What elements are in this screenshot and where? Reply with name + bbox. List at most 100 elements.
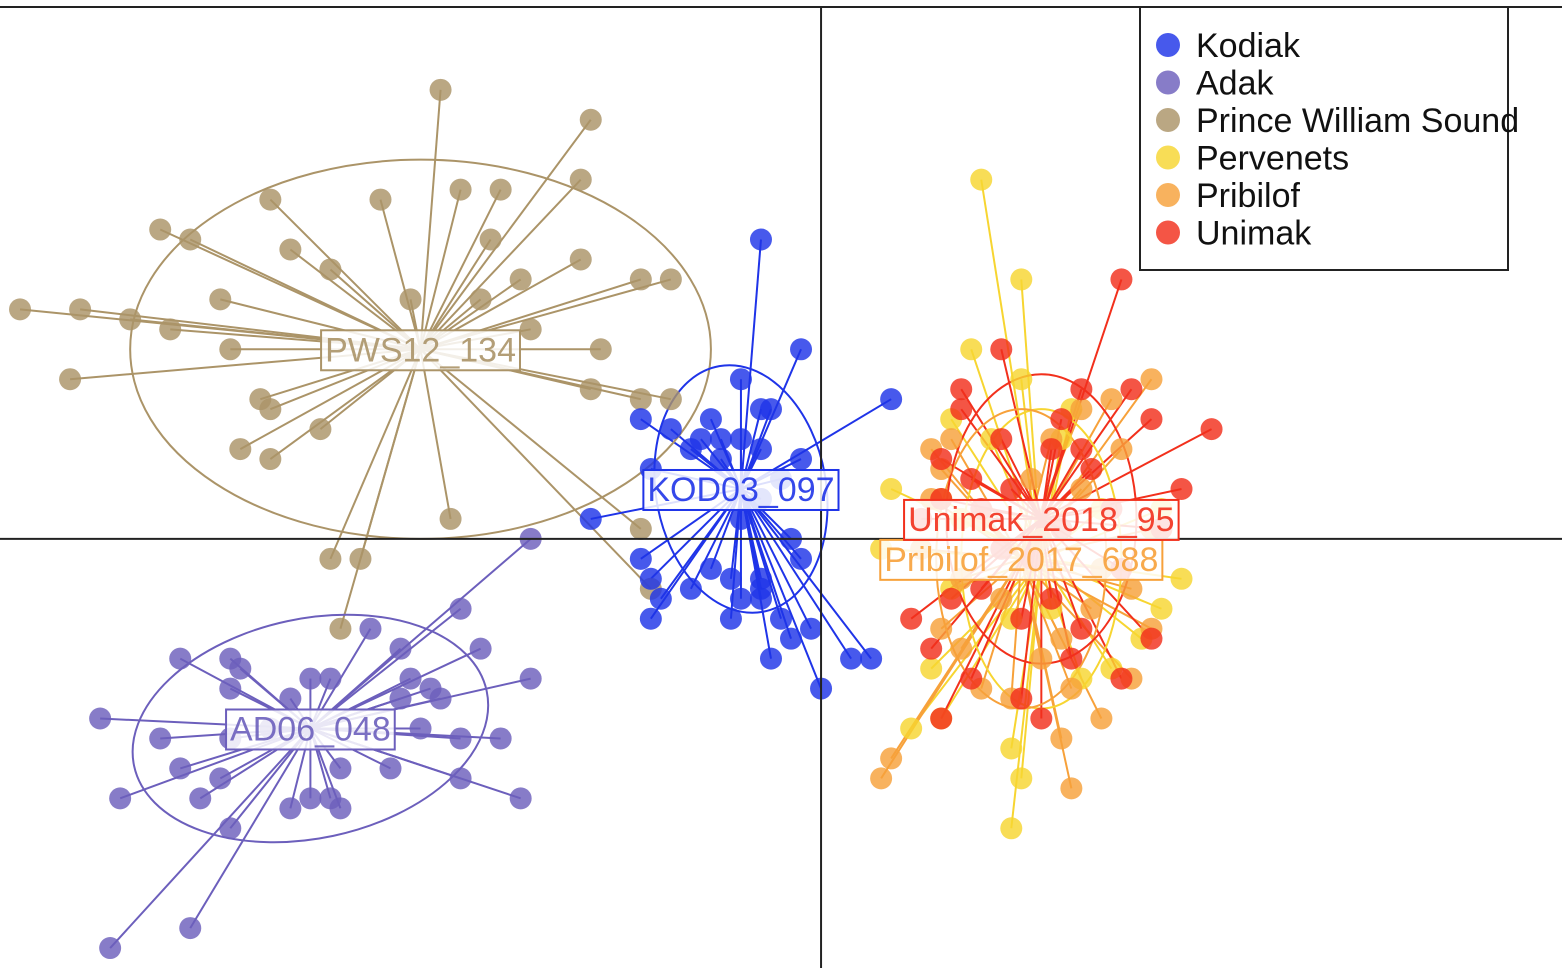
- prince-william-sound-point: [399, 288, 422, 311]
- kodiak-point: [629, 408, 652, 431]
- unimak-point: [990, 338, 1013, 361]
- prince-william-sound-spoke: [419, 178, 582, 350]
- legend-box: [1139, 6, 1509, 271]
- unimak-point: [970, 577, 993, 600]
- pervenets-point: [970, 168, 993, 191]
- legend-label-kodiak: Kodiak: [1196, 27, 1301, 65]
- pervenets-spoke: [980, 179, 1043, 560]
- unimak-point: [930, 707, 953, 730]
- kodiak-point: [780, 627, 803, 650]
- unimak-point: [920, 637, 943, 660]
- prince-william-sound-point: [259, 398, 282, 421]
- unimak-point: [1000, 477, 1023, 500]
- unimak-point: [960, 468, 983, 491]
- pribilof-point: [1050, 727, 1073, 750]
- unimak-point: [1060, 647, 1083, 670]
- unimak-point: [950, 398, 973, 421]
- pribilof-point: [1110, 438, 1133, 461]
- prince-william-sound-point: [219, 338, 242, 361]
- adak-point: [489, 727, 512, 750]
- legend-swatch-pribilof: [1156, 183, 1180, 207]
- adak-centroid-label: AD06_048: [225, 708, 396, 751]
- pervenets-point: [1010, 368, 1033, 391]
- adak-point: [219, 677, 242, 700]
- kodiak-point: [790, 448, 813, 471]
- adak-point: [379, 757, 402, 780]
- pribilof-point: [950, 637, 973, 660]
- prince-william-sound-point: [479, 228, 502, 251]
- adak-point: [229, 657, 252, 680]
- kodiak-point: [649, 587, 672, 610]
- kodiak-label-text: KOD03_097: [647, 471, 834, 509]
- adak-point: [219, 817, 242, 840]
- adak-point: [209, 767, 232, 790]
- adak-point: [99, 937, 122, 960]
- pribilof-label-text: Pribilof_2017_688: [884, 541, 1158, 579]
- prince-william-sound-point: [629, 388, 652, 411]
- unimak-point: [1110, 667, 1133, 690]
- prince-william-sound-point: [469, 288, 492, 311]
- adak-point: [189, 787, 212, 810]
- pribilof-label-box: [879, 538, 1164, 581]
- legend-swatch-pervenets: [1156, 145, 1180, 170]
- prince-william-sound-point: [429, 78, 452, 101]
- kodiak-point: [759, 398, 782, 421]
- adak-point: [389, 637, 412, 660]
- kodiak-point: [709, 448, 732, 471]
- adak-point: [449, 767, 472, 790]
- kodiak-point: [679, 438, 702, 461]
- unimak-point: [960, 667, 983, 690]
- prince-william-sound-point: [119, 308, 142, 331]
- kodiak-point: [770, 607, 792, 630]
- unimak-spoke: [1000, 349, 1043, 520]
- pervenets-point: [900, 717, 923, 740]
- prince-william-sound-point: [439, 507, 462, 530]
- unimak-point: [1070, 617, 1093, 640]
- pribilof-point: [940, 428, 963, 451]
- pribilof-point: [930, 617, 953, 640]
- adak-point: [469, 637, 492, 660]
- kodiak-point: [639, 607, 662, 630]
- pribilof-point: [1070, 477, 1093, 500]
- kodiak-point: [579, 507, 602, 530]
- unimak-spoke: [960, 388, 1043, 520]
- unimak-point: [1070, 378, 1093, 401]
- unimak-point: [930, 448, 953, 471]
- prince-william-sound-point: [209, 288, 232, 311]
- adak-point: [359, 617, 382, 640]
- prince-william-sound-point: [259, 448, 282, 471]
- prince-william-sound-point: [329, 617, 352, 640]
- kodiak-spoke: [740, 488, 822, 689]
- pervenets-point: [920, 657, 943, 680]
- kodiak-point: [759, 647, 782, 670]
- prince-william-sound-point: [629, 517, 652, 540]
- unimak-point: [1200, 418, 1223, 441]
- adak-spoke: [109, 727, 312, 949]
- prince-william-sound-point: [159, 318, 182, 341]
- unimak-point: [1170, 477, 1193, 500]
- pervenets-spoke: [940, 558, 1043, 720]
- adak-ellipse: [131, 613, 490, 844]
- prince-william-sound-point: [179, 228, 202, 251]
- prince-william-sound-spoke: [419, 119, 592, 350]
- prince-william-sound-spoke: [419, 189, 502, 350]
- prince-william-sound-point: [59, 368, 82, 391]
- legend-label-pribilof: Pribilof: [1196, 177, 1300, 215]
- unimak-point: [1120, 378, 1143, 401]
- kodiak-point: [719, 567, 742, 590]
- prince-william-sound-spoke: [339, 349, 422, 629]
- unimak-point: [940, 587, 963, 610]
- prince-william-sound-label-text: PWS12_134: [325, 331, 516, 369]
- prince-william-sound-spoke: [419, 189, 462, 350]
- adak-point: [449, 727, 472, 750]
- kodiak-point: [800, 617, 823, 640]
- unimak-point: [1080, 458, 1103, 481]
- adak-point: [519, 667, 542, 690]
- prince-william-sound-point: [309, 418, 332, 441]
- points-layer: [9, 78, 1223, 960]
- legend-swatch-kodiak: [1156, 33, 1180, 57]
- pribilof-point: [1030, 647, 1053, 670]
- prince-william-sound-spoke: [379, 199, 422, 350]
- prince-william-sound-point: [349, 547, 372, 570]
- prince-william-sound-spoke: [419, 348, 652, 590]
